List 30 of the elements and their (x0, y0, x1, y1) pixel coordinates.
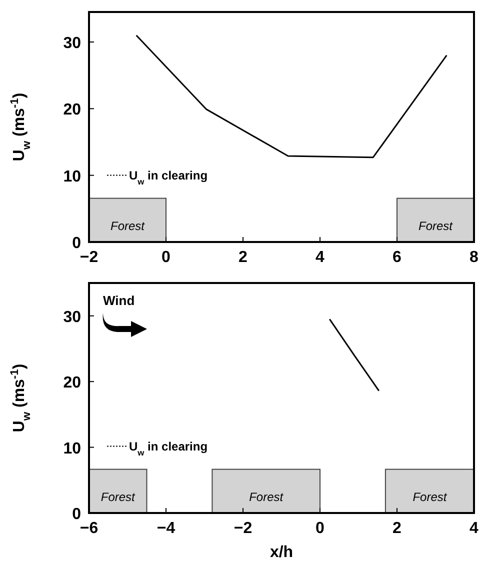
x-tick-label: 2 (238, 249, 248, 266)
band-label: Forest (418, 219, 454, 233)
y-tick-label: 30 (63, 308, 82, 326)
band-label: Forest (100, 490, 136, 504)
x-tick-label: 0 (162, 249, 171, 266)
y-tick-label: 0 (72, 506, 82, 523)
line-series (136, 34, 448, 158)
x-tick-label: 8 (470, 249, 479, 266)
annotation: Wind (103, 293, 135, 308)
x-tick-label: −2 (80, 249, 98, 266)
x-tick-label: −2 (234, 520, 252, 537)
y-tick-label: 20 (63, 374, 82, 392)
y-tick-label: 10 (63, 440, 82, 458)
y-tick-label: 0 (72, 235, 82, 252)
y-tick-label: 10 (63, 168, 82, 186)
annotation: U$_{w}$ in clearing (129, 168, 208, 186)
y-tick-label: 30 (63, 35, 82, 52)
band-label: Forest (412, 490, 448, 504)
y-tick-label: 20 (63, 102, 82, 119)
x-tick-label: 4 (316, 249, 325, 266)
x-tick-label: −4 (156, 520, 176, 537)
x-tick-label: 4 (470, 520, 479, 537)
x-tick-label: 2 (392, 520, 402, 537)
band-label: Forest (110, 219, 146, 233)
x-axis-title: x/h (270, 544, 294, 561)
annotation: U$_{w}$ in clearing (129, 439, 208, 458)
x-tick-label: 0 (316, 520, 325, 537)
x-tick-label: 6 (392, 249, 402, 266)
band-label: Forest (249, 490, 284, 504)
x-tick-label: −6 (80, 520, 98, 537)
